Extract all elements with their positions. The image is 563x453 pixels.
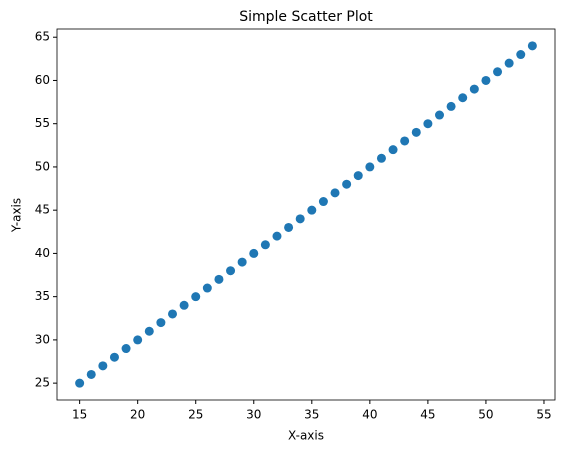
point <box>249 248 259 258</box>
point <box>400 136 410 146</box>
point <box>469 84 479 94</box>
point <box>168 309 178 319</box>
y-tick-label: 25 <box>35 376 50 390</box>
x-tick-label: 20 <box>130 408 145 422</box>
point <box>156 318 166 328</box>
point <box>493 67 503 77</box>
point <box>191 292 201 302</box>
point <box>75 378 85 388</box>
point <box>458 93 468 103</box>
point <box>272 231 282 241</box>
point <box>202 283 212 293</box>
plot-frame <box>56 28 556 401</box>
point <box>133 335 143 345</box>
y-tick-label: 65 <box>35 30 50 44</box>
y-axis-label: Y-axis <box>10 198 24 233</box>
point <box>109 352 119 362</box>
y-tick-label: 30 <box>35 332 50 346</box>
point <box>318 197 328 207</box>
x-axis-label: X-axis <box>288 429 324 443</box>
point <box>98 361 108 371</box>
point <box>307 205 317 215</box>
y-tick-label: 45 <box>35 203 50 217</box>
point <box>423 119 433 129</box>
point <box>260 240 270 250</box>
point <box>481 75 491 85</box>
point <box>86 369 96 379</box>
point <box>388 145 398 155</box>
x-tick-label: 25 <box>188 408 203 422</box>
point <box>353 171 363 181</box>
point <box>121 344 131 354</box>
x-tick-label: 45 <box>420 408 435 422</box>
point <box>226 266 236 276</box>
point <box>365 162 375 172</box>
point <box>446 101 456 111</box>
y-tick-label: 55 <box>35 116 50 130</box>
point <box>516 50 526 60</box>
y-tick-label: 50 <box>35 159 50 173</box>
point <box>376 153 386 163</box>
point <box>284 222 294 232</box>
point <box>330 188 340 198</box>
x-tick-label: 30 <box>246 408 261 422</box>
point <box>295 214 305 224</box>
chart-title: Simple Scatter Plot <box>239 9 373 25</box>
point <box>434 110 444 120</box>
x-tick-label: 40 <box>362 408 377 422</box>
x-tick-label: 35 <box>304 408 319 422</box>
y-tick-label: 35 <box>35 289 50 303</box>
y-tick-label: 40 <box>35 246 50 260</box>
point <box>144 326 154 336</box>
point <box>237 257 247 267</box>
point <box>179 300 189 310</box>
point <box>411 127 421 137</box>
y-tick-label: 60 <box>35 73 50 87</box>
x-tick-label: 50 <box>478 408 493 422</box>
point <box>214 274 224 284</box>
point <box>527 41 537 51</box>
x-tick-label: 15 <box>72 408 87 422</box>
x-tick-label: 55 <box>536 408 551 422</box>
point <box>342 179 352 189</box>
point <box>504 58 514 68</box>
